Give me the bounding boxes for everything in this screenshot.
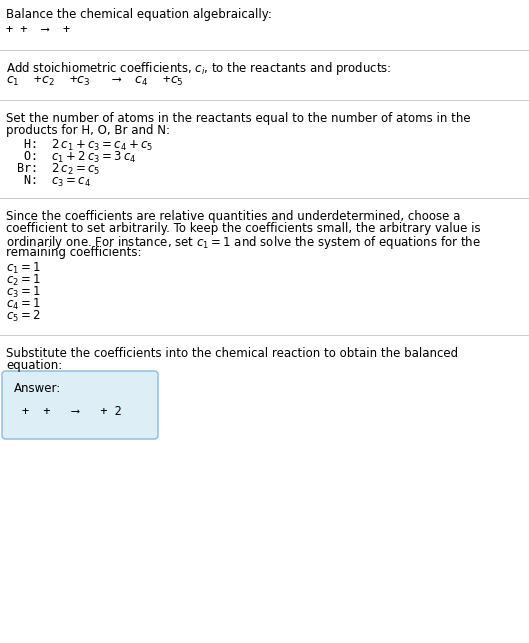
- Text: Substitute the coefficients into the chemical reaction to obtain the balanced: Substitute the coefficients into the che…: [6, 347, 458, 360]
- Text: $c_1 = 1$: $c_1 = 1$: [6, 261, 41, 276]
- Text: ordinarily one. For instance, set $c_1 = 1$ and solve the system of equations fo: ordinarily one. For instance, set $c_1 =…: [6, 234, 481, 251]
- FancyBboxPatch shape: [2, 371, 158, 439]
- Text: $c_1$  +$c_2$  +$c_3$   ⟶  $c_4$  +$c_5$: $c_1$ +$c_2$ +$c_3$ ⟶ $c_4$ +$c_5$: [6, 75, 184, 88]
- Text: $c_3 = 1$: $c_3 = 1$: [6, 285, 41, 300]
- Text: Add stoichiometric coefficients, $c_i$, to the reactants and products:: Add stoichiometric coefficients, $c_i$, …: [6, 60, 391, 77]
- Text: +  +   ⟶   + 2: + + ⟶ + 2: [22, 405, 122, 418]
- Text: H:  $2\,c_1 + c_3 = c_4 + c_5$: H: $2\,c_1 + c_3 = c_4 + c_5$: [16, 138, 153, 153]
- Text: $c_4 = 1$: $c_4 = 1$: [6, 297, 41, 312]
- Text: products for H, O, Br and N:: products for H, O, Br and N:: [6, 124, 170, 137]
- Text: + +  ⟶  +: + + ⟶ +: [6, 23, 70, 36]
- Text: Set the number of atoms in the reactants equal to the number of atoms in the: Set the number of atoms in the reactants…: [6, 112, 471, 125]
- Text: Since the coefficients are relative quantities and underdetermined, choose a: Since the coefficients are relative quan…: [6, 210, 460, 223]
- Text: remaining coefficients:: remaining coefficients:: [6, 246, 141, 259]
- Text: equation:: equation:: [6, 359, 62, 372]
- Text: $c_5 = 2$: $c_5 = 2$: [6, 309, 41, 324]
- Text: Balance the chemical equation algebraically:: Balance the chemical equation algebraica…: [6, 8, 272, 21]
- Text: Br:  $2\,c_2 = c_5$: Br: $2\,c_2 = c_5$: [16, 162, 100, 177]
- Text: N:  $c_3 = c_4$: N: $c_3 = c_4$: [16, 174, 91, 189]
- Text: Answer:: Answer:: [14, 382, 61, 395]
- Text: coefficient to set arbitrarily. To keep the coefficients small, the arbitrary va: coefficient to set arbitrarily. To keep …: [6, 222, 481, 235]
- Text: O:  $c_1 + 2\,c_3 = 3\,c_4$: O: $c_1 + 2\,c_3 = 3\,c_4$: [16, 150, 136, 165]
- Text: $c_2 = 1$: $c_2 = 1$: [6, 273, 41, 288]
